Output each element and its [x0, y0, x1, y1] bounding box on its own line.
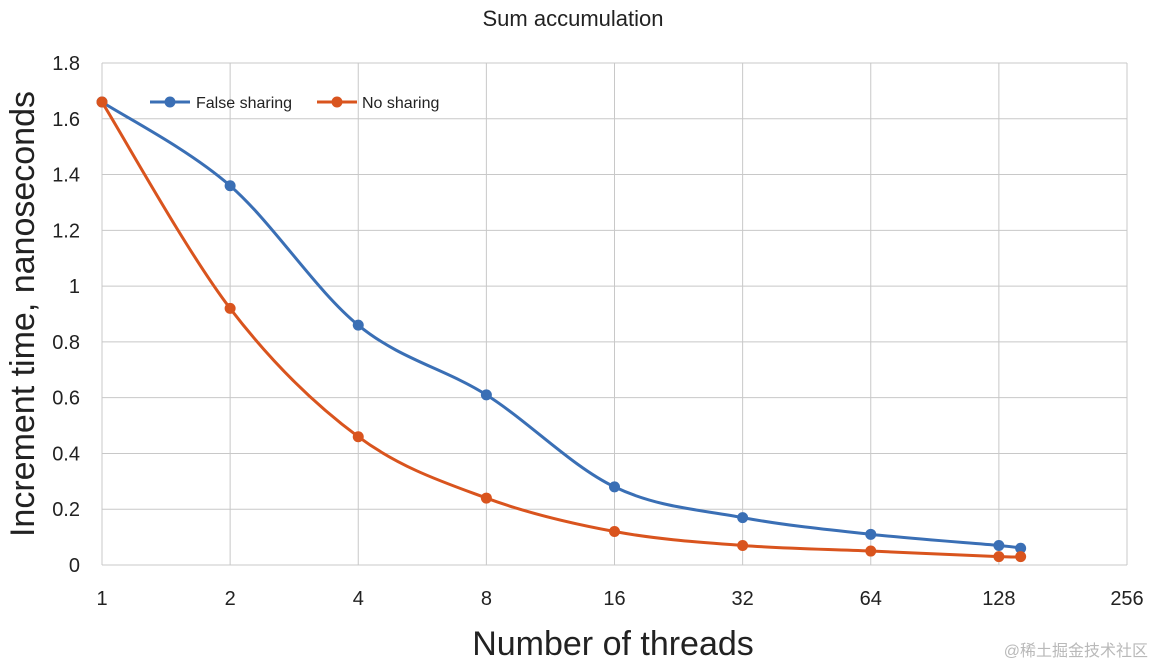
data-point-false-sharing — [865, 528, 877, 540]
x-tick-label: 128 — [982, 588, 1015, 610]
watermark: @稀土掘金技术社区 — [1004, 642, 1148, 660]
data-point-false-sharing — [737, 512, 749, 524]
data-point-no-sharing — [1015, 551, 1027, 563]
y-tick-label: 0.4 — [52, 443, 80, 465]
data-point-no-sharing — [993, 551, 1005, 563]
data-point-false-sharing — [480, 389, 492, 401]
x-tick-label: 8 — [481, 588, 492, 610]
x-tick-label: 64 — [860, 588, 882, 610]
y-tick-label: 1.4 — [52, 165, 80, 187]
y-tick-label: 0 — [69, 555, 80, 577]
y-tick-label: 1.6 — [52, 109, 80, 131]
data-point-false-sharing — [1015, 542, 1027, 554]
legend-label-no-sharing: No sharing — [362, 95, 439, 112]
data-point-no-sharing — [609, 526, 620, 538]
legend: False sharing No sharing — [150, 95, 439, 112]
y-tick-label: 0.8 — [52, 332, 80, 354]
y-tick-label: 1.2 — [52, 220, 80, 242]
series-line-no-sharing — [100, 101, 1021, 559]
data-point-no-sharing — [96, 96, 108, 108]
data-point-no-sharing — [737, 539, 749, 551]
y-tick-label: 0.2 — [52, 499, 80, 521]
legend-item-false-sharing: False sharing — [150, 95, 292, 112]
data-point-no-sharing — [480, 492, 492, 504]
y-tick-label: 1 — [69, 276, 80, 298]
grid-lines — [101, 62, 1128, 566]
x-tick-label: 256 — [1110, 588, 1143, 610]
data-point-false-sharing — [352, 319, 364, 331]
chart-title: Sum accumulation — [483, 6, 664, 31]
series-line-false-sharing — [101, 100, 1021, 550]
x-axis-label: Number of threads — [472, 625, 754, 663]
x-tick-label: 32 — [732, 588, 754, 610]
y-tick-label: 0.6 — [52, 388, 80, 410]
x-tick-label: 2 — [225, 588, 236, 610]
legend-marker-false-sharing — [164, 96, 176, 108]
tick-labels: 0 0.2 0.4 0.6 0.8 1 1.2 1.4 1.6 1.8 1 2 4 8 16 32 64 128 2… — [52, 53, 1144, 610]
x-tick-label: 16 — [603, 588, 625, 610]
series-layer — [96, 96, 1027, 563]
legend-label-false-sharing: False sharing — [196, 95, 292, 112]
legend-marker-no-sharing — [331, 96, 343, 108]
data-point-no-sharing — [224, 302, 236, 314]
data-point-no-sharing — [865, 545, 877, 557]
y-axis-label: Increment time, nanoseconds — [4, 91, 42, 537]
data-point-false-sharing — [224, 180, 236, 192]
y-tick-label: 1.8 — [52, 53, 80, 75]
data-point-false-sharing — [993, 539, 1005, 551]
data-point-no-sharing — [352, 431, 364, 443]
x-tick-label: 4 — [353, 588, 364, 610]
x-tick-label: 1 — [96, 588, 107, 610]
legend-item-no-sharing: No sharing — [317, 95, 439, 112]
data-point-false-sharing — [609, 481, 620, 493]
